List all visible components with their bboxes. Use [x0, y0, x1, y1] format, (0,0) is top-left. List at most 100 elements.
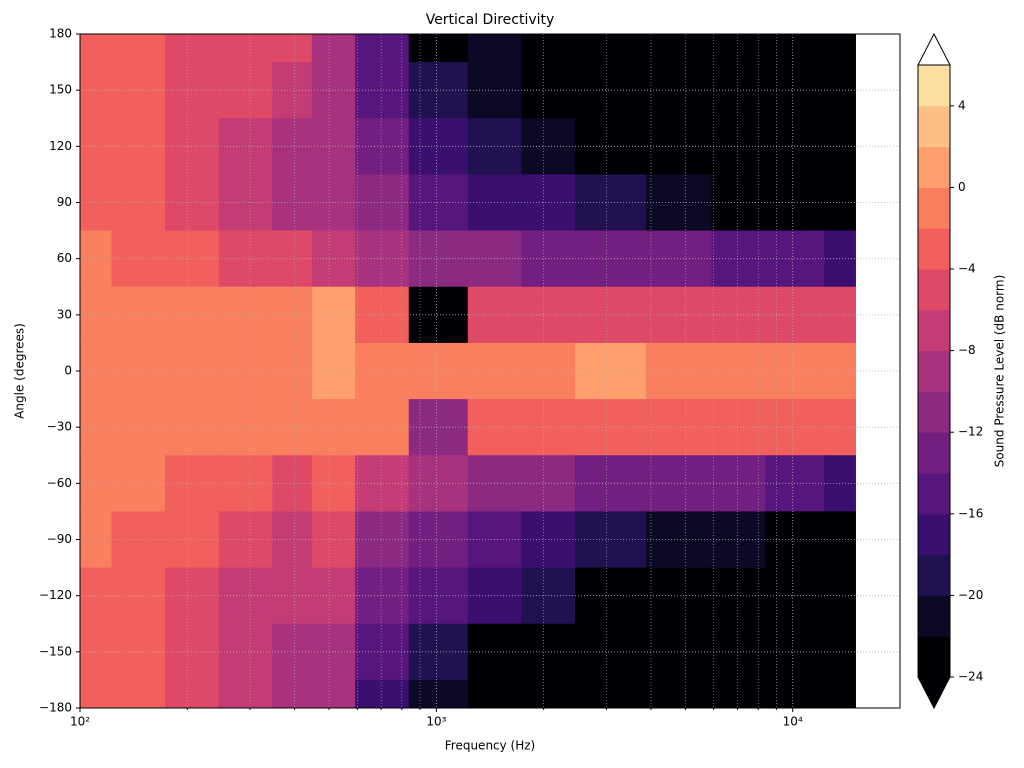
y-axis-label: Angle (degrees) — [13, 323, 27, 419]
heat-cell — [575, 623, 647, 681]
y-tick-label: 60 — [57, 251, 72, 265]
colorbar-band — [918, 513, 950, 556]
heat-cell — [355, 511, 410, 569]
x-axis-label: Frequency (Hz) — [445, 739, 536, 753]
heat-cell — [645, 567, 712, 625]
heat-cell — [765, 679, 825, 709]
x-tick-label: 10³ — [426, 715, 446, 729]
heat-cell — [645, 455, 712, 512]
heat-cell — [355, 230, 410, 288]
heat-cell — [824, 399, 856, 456]
heat-cell — [311, 455, 356, 512]
colorbar-under — [917, 676, 951, 710]
heat-cell — [711, 34, 766, 63]
heat-cell — [824, 62, 856, 119]
heat-cell — [311, 174, 356, 232]
x-tick-label: 10⁴ — [783, 715, 803, 729]
heat-cell — [111, 399, 166, 456]
heat-cell — [165, 174, 220, 232]
y-tick-label: 0 — [64, 364, 72, 378]
heat-cell — [111, 230, 166, 288]
heat-cell — [645, 679, 712, 709]
heat-cell — [575, 62, 647, 119]
colorbar-band — [918, 595, 950, 637]
heat-cell — [111, 567, 166, 625]
heat-cell — [165, 623, 220, 681]
heat-cell — [824, 174, 856, 232]
heat-cell — [645, 399, 712, 456]
colorbar-band — [918, 146, 950, 188]
colorbar-band — [918, 309, 950, 352]
heat-cell — [645, 118, 712, 175]
colorbar-band — [918, 350, 950, 392]
heat-cell — [355, 623, 410, 681]
heat-cell — [165, 455, 220, 512]
heat-cell — [311, 567, 356, 625]
heat-cell — [311, 342, 356, 400]
heat-cell — [824, 230, 856, 288]
colorbar-band — [918, 473, 950, 515]
heat-cell — [111, 286, 166, 344]
colorbar-frame — [917, 65, 951, 677]
heat-cell — [521, 679, 576, 709]
heat-cell — [408, 567, 469, 625]
heat-cell — [575, 567, 647, 625]
heat-cell — [645, 230, 712, 288]
heat-cell — [165, 118, 220, 175]
heat-cell — [467, 34, 522, 63]
heat-cell — [408, 623, 469, 681]
heat-cell — [711, 174, 766, 232]
heat-cell — [311, 399, 356, 456]
heat-cell — [111, 342, 166, 400]
heat-cell — [824, 679, 856, 709]
heat-cell — [408, 511, 469, 569]
heat-cell — [408, 455, 469, 512]
y-tick-label: 90 — [57, 195, 72, 209]
heat-cell — [645, 342, 712, 400]
colorbar-band — [918, 391, 950, 433]
heat-cell — [165, 286, 220, 344]
colorbar-band — [918, 65, 950, 107]
heat-cell — [711, 511, 766, 569]
colorbar-tick-label: −4 — [958, 262, 976, 276]
heat-cell — [311, 62, 356, 119]
heat-cell — [218, 679, 273, 709]
colorbar-band — [918, 187, 950, 229]
heat-cell — [575, 399, 647, 456]
heat-cell — [711, 679, 766, 709]
heat-cell — [165, 399, 220, 456]
heat-cell — [765, 34, 825, 63]
heat-cell — [355, 567, 410, 625]
heat-cell — [575, 342, 647, 400]
heat-cell — [711, 230, 766, 288]
heat-cell — [111, 118, 166, 175]
heat-cell — [80, 34, 112, 63]
y-tick-label: −180 — [39, 701, 72, 715]
heat-cell — [311, 34, 356, 63]
heat-cell — [355, 174, 410, 232]
colorbar-band — [918, 432, 950, 474]
heat-cell — [824, 567, 856, 625]
colorbar-tick-label: −16 — [958, 506, 983, 520]
heat-cell — [575, 230, 647, 288]
heat-cell — [311, 623, 356, 681]
heat-cell — [575, 34, 647, 63]
heat-cell — [111, 623, 166, 681]
heat-cell — [111, 174, 166, 232]
heat-cell — [575, 679, 647, 709]
heat-cell — [824, 286, 856, 344]
heat-cell — [645, 511, 712, 569]
heat-cell — [165, 511, 220, 569]
heat-cell — [165, 342, 220, 400]
heat-cell — [311, 230, 356, 288]
heat-cell — [355, 34, 410, 63]
heat-cell — [80, 679, 112, 709]
heat-cell — [111, 679, 166, 709]
heat-cell — [824, 511, 856, 569]
heat-cell — [645, 34, 712, 63]
heat-cell — [408, 286, 469, 344]
colorbar-tick-label: 4 — [958, 98, 966, 112]
heat-cell — [355, 399, 410, 456]
heat-cell — [408, 399, 469, 456]
heat-cell — [521, 34, 576, 63]
